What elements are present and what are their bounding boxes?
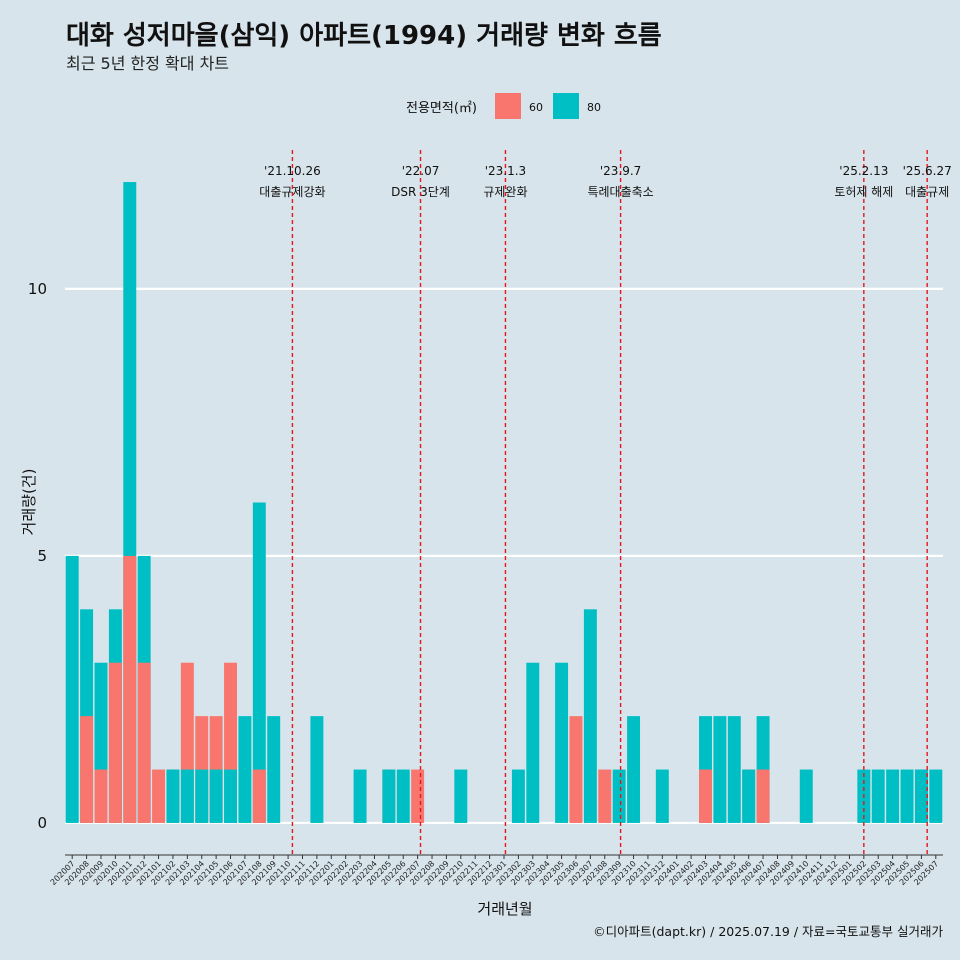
event-date: '21.10.26 (264, 164, 321, 178)
legend-label-60: 60 (529, 101, 543, 114)
y-tick-label: 0 (37, 814, 47, 832)
bar-202403-60 (699, 769, 712, 823)
bar-202404-80 (713, 716, 727, 823)
bar-202112-80 (310, 716, 324, 823)
event-label: DSR 3단계 (391, 185, 450, 199)
bar-202102-80 (166, 769, 180, 823)
bar-202307-80 (583, 609, 597, 823)
bar-202503-80 (871, 769, 885, 823)
bars (65, 182, 943, 823)
bar-202108-80 (252, 502, 266, 823)
bar-202312-80 (655, 769, 669, 823)
bar-202305-80 (555, 662, 569, 823)
event-date: '25.6.27 (903, 164, 952, 178)
bar-202506-80 (914, 769, 928, 823)
event-date: '23.9.7 (600, 164, 641, 178)
bar-202008-60 (80, 716, 94, 823)
bar-202207-60 (411, 769, 425, 823)
bar-202007-80 (65, 555, 79, 823)
legend-swatch-60 (495, 93, 521, 119)
bar-202101-60 (152, 769, 166, 823)
bar-202407-60 (756, 769, 770, 823)
bar-202505-80 (900, 769, 914, 823)
y-axis-ticks: 0 5 10 (28, 280, 47, 832)
event-label: 토허제 해제 (834, 185, 893, 199)
bar-202203-80 (353, 769, 367, 823)
y-tick-label: 5 (37, 547, 47, 565)
bar-202210-80 (454, 769, 468, 823)
bar-202105-80 (209, 769, 223, 823)
chart-subtitle: 최근 5년 한정 확대 차트 (66, 54, 229, 73)
legend: 전용면적(㎡) 60 80 (406, 93, 601, 119)
bar-202302-80 (511, 769, 525, 823)
y-axis-label: 거래량(건) (20, 469, 38, 536)
bar-202303-80 (526, 662, 540, 823)
event-date: '25.2.13 (839, 164, 888, 178)
event-date: '22.07 (402, 164, 440, 178)
legend-swatch-80 (553, 93, 579, 119)
bar-202205-80 (382, 769, 396, 823)
bar-202410-80 (799, 769, 813, 823)
x-axis-label: 거래년월 (477, 900, 532, 918)
bar-202507-80 (929, 769, 943, 823)
event-label: 대출규제강화 (259, 185, 325, 199)
bar-202406-80 (742, 769, 756, 823)
bar-202104-80 (195, 769, 209, 823)
event-label: 규제완화 (483, 185, 527, 199)
caption: ©디아파트(dapt.kr) / 2025.07.19 / 자료=국토교통부 실… (593, 924, 943, 939)
chart-title: 대화 성저마을(삼익) 아파트(1994) 거래량 변화 흐름 (66, 21, 662, 51)
bar-202308-60 (598, 769, 612, 823)
bar-202504-80 (886, 769, 900, 823)
x-axis: 2020072020082020092020102020112020122021… (49, 854, 943, 887)
bar-202306-60 (569, 716, 583, 823)
bar-202309-80 (612, 769, 626, 823)
bar-202103-80 (180, 769, 194, 823)
bar-202009-60 (94, 769, 108, 823)
event-label: 대출규제 (905, 185, 949, 199)
bar-202405-80 (727, 716, 741, 823)
bar-202109-80 (267, 716, 281, 823)
bar-202206-80 (396, 769, 410, 823)
bar-202010-60 (108, 662, 122, 823)
bar-202106-80 (224, 769, 238, 823)
bar-202310-80 (627, 716, 641, 823)
bar-202107-80 (238, 716, 252, 823)
bar-202108-60 (252, 769, 266, 823)
event-label: 특례대출축소 (587, 185, 653, 199)
event-markers: '21.10.26 대출규제강화 '22.07 DSR 3단계 '23.1.3 규제완화 '… (259, 150, 952, 855)
bar-202012-60 (137, 662, 151, 823)
legend-title: 전용면적(㎡) (406, 101, 477, 116)
bar-202011-60 (123, 555, 137, 823)
y-tick-label: 10 (28, 280, 47, 298)
legend-label-80: 80 (587, 101, 601, 114)
event-date: '23.1.3 (485, 164, 526, 178)
